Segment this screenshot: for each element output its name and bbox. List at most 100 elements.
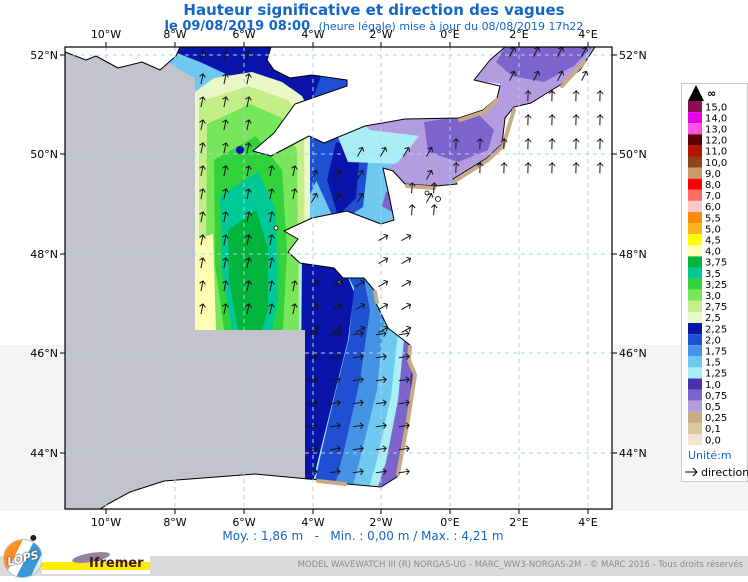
- y-axis-label-right: 50°N: [619, 148, 647, 161]
- legend-value-label: 3,5: [705, 269, 721, 280]
- x-axis-label-bottom: 8°W: [163, 516, 186, 529]
- legend-value-label: 1,25: [705, 369, 727, 380]
- legend-swatch: [688, 423, 702, 434]
- legend-swatch: [688, 290, 702, 301]
- legend-value-label: 4,5: [705, 236, 721, 247]
- legend-value-label: 10,0: [705, 158, 727, 169]
- legend-value-label: 1,75: [705, 347, 727, 358]
- island-jersey: [436, 197, 441, 202]
- legend-swatch: [688, 367, 702, 378]
- x-axis-label-bottom: 4°E: [578, 516, 597, 529]
- legend-value-label: 11,0: [705, 147, 727, 158]
- legend-value-label: 3,75: [705, 258, 727, 269]
- island-ouessant: [274, 226, 278, 230]
- tan-strip-calvados: [407, 186, 434, 188]
- wave-region-green-block-4-0: [195, 234, 216, 330]
- legend-value-label: 0,25: [705, 413, 727, 424]
- legend-value-label: 2,75: [705, 302, 727, 313]
- legend-value-label: 5,5: [705, 213, 721, 224]
- y-axis-label-left: 44°N: [30, 447, 58, 460]
- legend-value-label: 2,25: [705, 324, 727, 335]
- y-axis-label-right: 46°N: [619, 347, 647, 360]
- legend-value-label: 15,0: [705, 102, 727, 113]
- y-axis-label-right: 44°N: [619, 447, 647, 460]
- legend-value-label: 2,0: [705, 335, 721, 346]
- model-credit: MODEL WAVEWATCH III (R) NORGAS-UG - MARC…: [298, 560, 743, 570]
- legend-value-label: 6,0: [705, 202, 721, 213]
- legend-infinity-label: ∞: [707, 87, 716, 100]
- legend-value-label: 14,0: [705, 113, 727, 124]
- legend-swatch: [688, 390, 702, 401]
- legend-value-label: 0,75: [705, 391, 727, 402]
- legend-swatch: [688, 201, 702, 212]
- stats-line: Moy. : 1,86 m - Min. : 0,00 m / Max. : 4…: [0, 529, 726, 543]
- legend-panel: ∞ 15,014,013,012,011,010,09,08,07,06,05,…: [682, 84, 748, 482]
- y-axis-label-right: 48°N: [619, 248, 647, 261]
- legend-swatch: [688, 379, 702, 390]
- subtitle-update-info: (heure légale) mise à jour du 08/08/2019…: [319, 20, 584, 33]
- legend-value-label: 13,0: [705, 125, 727, 136]
- legend-swatch: [688, 145, 702, 156]
- page-title: Hauteur significative et direction des v…: [0, 1, 748, 19]
- x-axis-label-bottom: 4°W: [301, 516, 324, 529]
- legend-swatch: [688, 157, 702, 168]
- legend-value-label: 9,0: [705, 169, 721, 180]
- y-axis-label-left: 46°N: [30, 347, 58, 360]
- legend-swatch: [688, 123, 702, 134]
- legend-swatch: [688, 312, 702, 323]
- legend-swatch: [688, 168, 702, 179]
- legend-swatch: [688, 212, 702, 223]
- page-subtitle: le 09/08/2019 08:00 (heure légale) mise …: [0, 19, 748, 34]
- legend-value-label: 5,0: [705, 224, 721, 235]
- legend-swatch: [688, 345, 702, 356]
- y-axis-label-left: 52°N: [30, 49, 58, 62]
- legend-value-label: 1,5: [705, 358, 721, 369]
- legend-swatch: [688, 101, 702, 112]
- legend-swatch: [688, 256, 702, 267]
- ifremer-logo[interactable]: Ifremer: [42, 551, 150, 574]
- lops-logo-text: LOPS: [6, 548, 40, 568]
- legend-value-label: 3,25: [705, 280, 727, 291]
- legend-swatch: [688, 179, 702, 190]
- legend-swatch: [688, 223, 702, 234]
- x-axis-label-bottom: 0°E: [440, 516, 459, 529]
- legend-value-label: 0,5: [705, 402, 721, 413]
- legend-value-label: 4,0: [705, 247, 721, 258]
- legend-swatch: [688, 356, 702, 367]
- legend-swatch: [688, 334, 702, 345]
- legend-unit-label: Unité:m: [688, 449, 732, 462]
- legend-swatch: [688, 412, 702, 423]
- legend-swatch: [688, 234, 702, 245]
- wave-region-navy-dot: [236, 146, 244, 154]
- x-axis-label-bottom: 6°W: [232, 516, 255, 529]
- legend-swatch: [688, 323, 702, 334]
- y-axis-label-left: 50°N: [30, 148, 58, 161]
- legend-value-label: 7,0: [705, 191, 721, 202]
- x-axis-label-bottom: 2°E: [509, 516, 528, 529]
- legend-value-label: 0,0: [705, 435, 721, 446]
- legend-swatch: [688, 434, 702, 445]
- y-axis-label-right: 52°N: [619, 49, 647, 62]
- x-axis-label-bottom: 2°W: [369, 516, 392, 529]
- x-axis-label-bottom: 10°W: [91, 516, 121, 529]
- tan-strip-loire: [375, 292, 377, 302]
- legend-value-label: 0,1: [705, 424, 721, 435]
- legend-swatch: [688, 245, 702, 256]
- legend-swatch: [688, 268, 702, 279]
- legend-value-label: 12,0: [705, 136, 727, 147]
- legend-value-label: 2,5: [705, 313, 721, 324]
- legend-value-label: 1,0: [705, 380, 721, 391]
- legend-swatch: [688, 134, 702, 145]
- y-axis-label-left: 48°N: [30, 248, 58, 261]
- legend-swatch: [688, 190, 702, 201]
- legend-value-label: 3,0: [705, 291, 721, 302]
- ifremer-logo-text: Ifremer: [89, 556, 144, 571]
- legend-direction-label: direction: [701, 466, 748, 479]
- legend-swatch: [688, 401, 702, 412]
- legend-swatch: [688, 301, 702, 312]
- legend-swatch: [688, 112, 702, 123]
- subtitle-datetime: le 09/08/2019 08:00: [165, 19, 311, 34]
- legend-swatch: [688, 279, 702, 290]
- legend-value-label: 8,0: [705, 180, 721, 191]
